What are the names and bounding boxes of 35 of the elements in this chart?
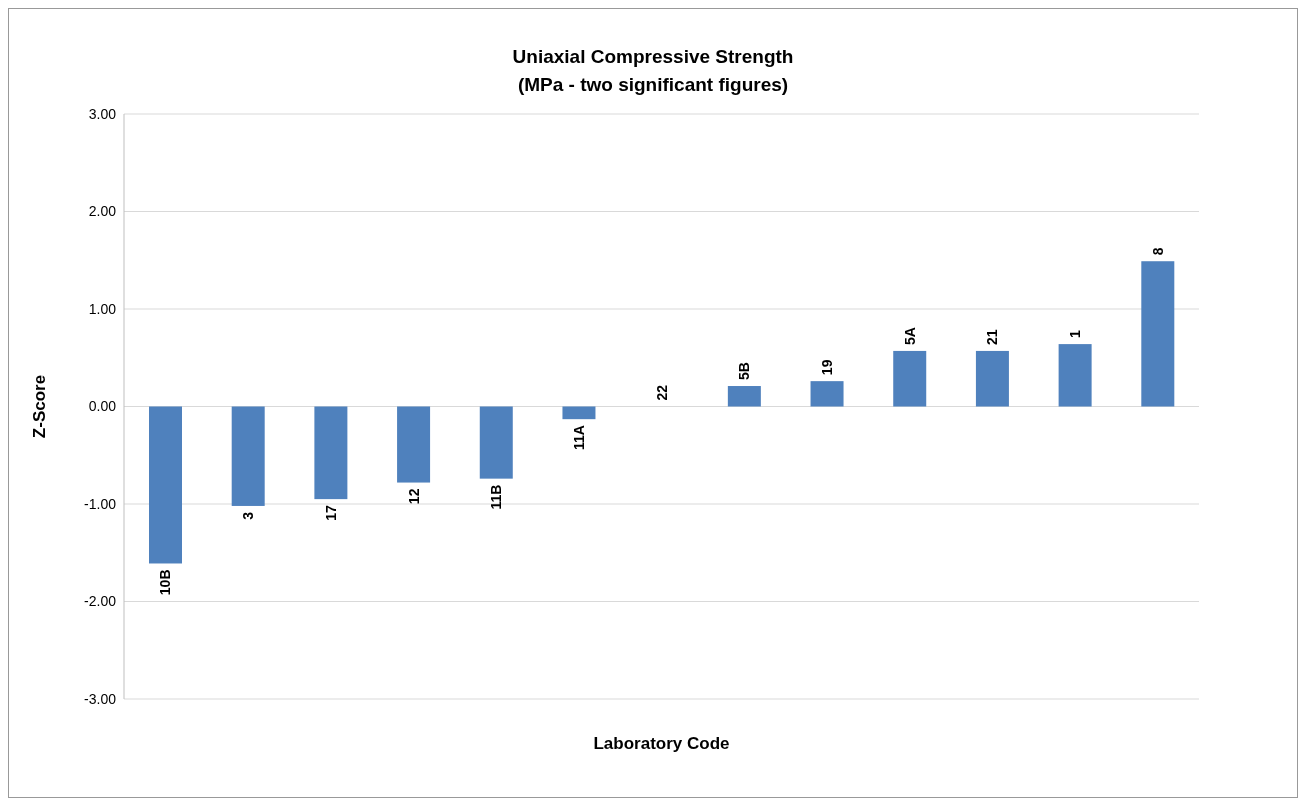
x-tick-label: 8 — [1149, 247, 1166, 256]
bar — [562, 406, 596, 420]
x-tick-label: 1 — [1067, 330, 1084, 339]
y-axis-title: Z-Score — [30, 374, 50, 439]
chart-title: Uniaxial Compressive Strength (MPa - two significant figures) — [511, 45, 795, 97]
x-tick-label: 12 — [405, 488, 422, 505]
x-tick-label: 21 — [984, 329, 1001, 345]
x-tick-label: 10B — [157, 569, 174, 596]
y-tick-label: 2.00 — [88, 203, 117, 220]
y-tick-label: 0.00 — [88, 398, 117, 415]
bar — [893, 350, 927, 407]
bar — [397, 406, 431, 483]
x-tick-label: 11A — [570, 425, 587, 451]
bar — [810, 381, 844, 407]
x-tick-label: 17 — [322, 504, 339, 521]
y-tick-label: 3.00 — [88, 105, 117, 122]
y-tick-label: -3.00 — [84, 690, 117, 707]
bar — [314, 406, 348, 500]
bar — [231, 406, 265, 506]
bar — [149, 406, 182, 564]
bar — [1141, 261, 1175, 407]
y-tick-label: -2.00 — [84, 593, 117, 610]
bar — [975, 350, 1009, 407]
y-tick-label: 1.00 — [88, 300, 117, 317]
x-tick-label: 22 — [653, 384, 670, 401]
x-tick-label: 11B — [488, 484, 505, 510]
bar — [1058, 344, 1092, 407]
x-tick-label: 5B — [736, 362, 753, 381]
bar — [479, 406, 513, 479]
x-axis-title: Laboratory Code — [593, 734, 730, 753]
y-tick-label: -1.00 — [84, 495, 117, 512]
x-tick-label: 3 — [240, 511, 257, 520]
bar — [727, 386, 761, 407]
x-tick-label: 5A — [901, 327, 918, 345]
x-tick-label: 19 — [819, 359, 836, 376]
